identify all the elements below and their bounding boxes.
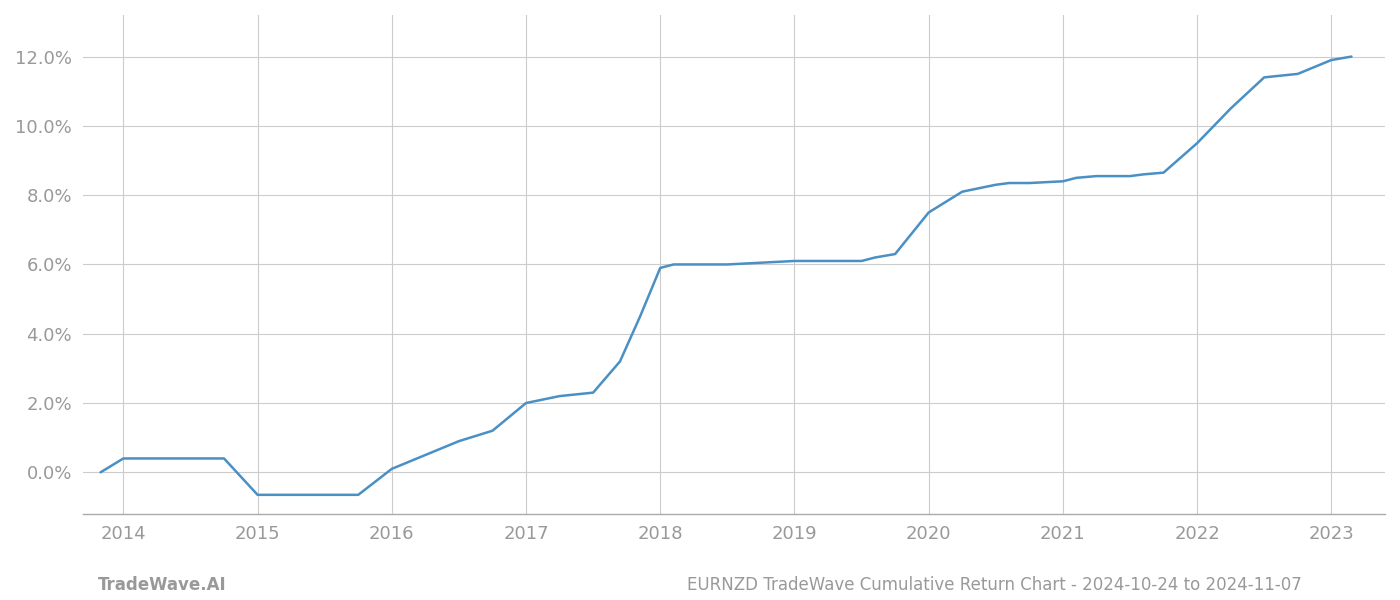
Text: EURNZD TradeWave Cumulative Return Chart - 2024-10-24 to 2024-11-07: EURNZD TradeWave Cumulative Return Chart… [687, 576, 1302, 594]
Text: TradeWave.AI: TradeWave.AI [98, 576, 227, 594]
